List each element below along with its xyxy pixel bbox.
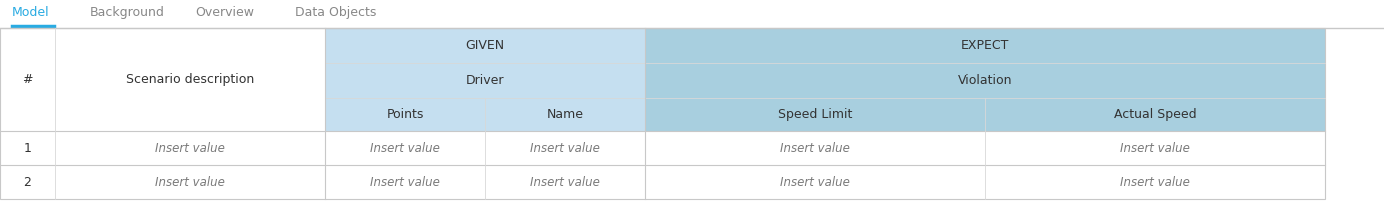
Text: Insert value: Insert value: [155, 141, 226, 154]
Bar: [0, 28, 1324, 199]
Bar: [0, 165, 1384, 199]
Text: 2: 2: [24, 175, 32, 189]
Text: Insert value: Insert value: [370, 141, 440, 154]
Text: Insert value: Insert value: [155, 175, 226, 189]
Bar: [985, 98, 1324, 131]
Text: Driver: Driver: [466, 74, 504, 87]
Text: Insert value: Insert value: [781, 141, 850, 154]
Text: 1: 1: [24, 141, 32, 154]
Bar: [645, 28, 1324, 63]
Text: Actual Speed: Actual Speed: [1114, 108, 1196, 121]
Bar: [325, 28, 645, 63]
Text: Insert value: Insert value: [530, 141, 599, 154]
Text: Speed Limit: Speed Limit: [778, 108, 853, 121]
Text: Insert value: Insert value: [781, 175, 850, 189]
Text: EXPECT: EXPECT: [960, 39, 1009, 52]
Bar: [0, 0, 1384, 28]
Text: Insert value: Insert value: [530, 175, 599, 189]
Bar: [484, 98, 645, 131]
Text: GIVEN: GIVEN: [465, 39, 505, 52]
Bar: [325, 98, 484, 131]
Text: Name: Name: [547, 108, 584, 121]
Text: Background: Background: [90, 6, 165, 19]
Text: Scenario description: Scenario description: [126, 73, 255, 86]
Text: Overview: Overview: [195, 6, 255, 19]
Text: #: #: [22, 73, 33, 86]
Bar: [0, 131, 1384, 165]
Bar: [645, 63, 1324, 98]
Text: Model: Model: [12, 6, 50, 19]
Text: Points: Points: [386, 108, 424, 121]
Bar: [325, 63, 645, 98]
Bar: [645, 98, 985, 131]
Text: Insert value: Insert value: [1120, 175, 1190, 189]
Bar: [55, 28, 325, 131]
Text: Data Objects: Data Objects: [295, 6, 376, 19]
Text: Insert value: Insert value: [1120, 141, 1190, 154]
Text: Insert value: Insert value: [370, 175, 440, 189]
Text: Violation: Violation: [958, 74, 1012, 87]
Bar: [0, 28, 55, 131]
